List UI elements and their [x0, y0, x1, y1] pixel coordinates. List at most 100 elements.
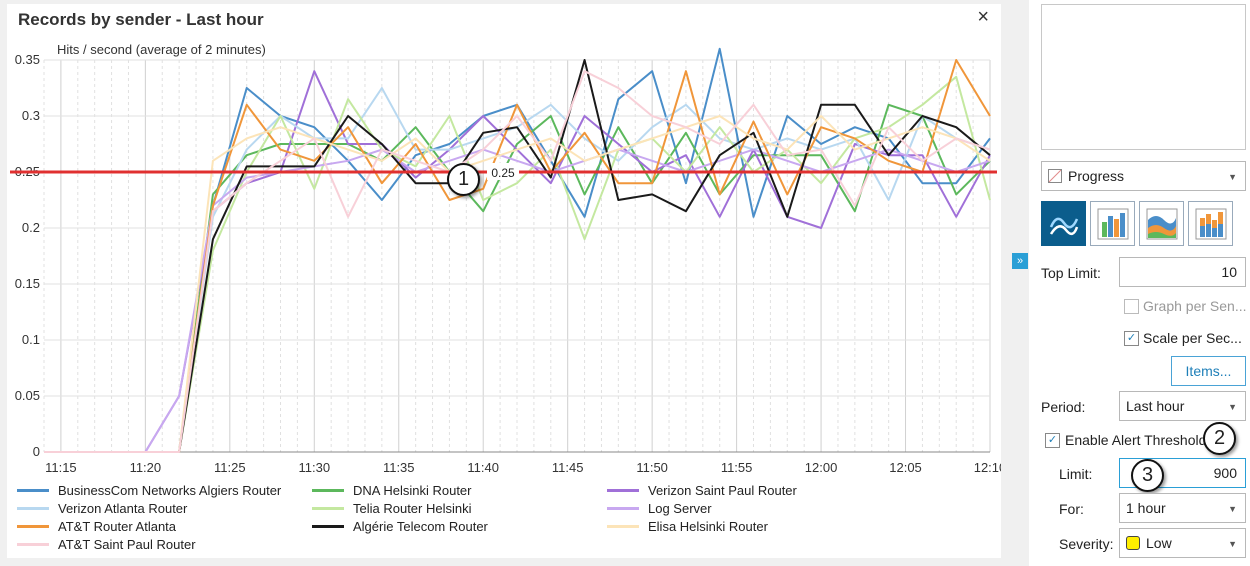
legend-item: AT&T Saint Paul Router — [17, 536, 312, 553]
legend-label: Algérie Telecom Router — [353, 519, 488, 534]
legend-item: Algérie Telecom Router — [312, 518, 607, 535]
legend-item: Telia Router Helsinki — [312, 500, 607, 517]
stacked-bar-chart-icon — [1195, 208, 1226, 239]
legend-label: AT&T Router Atlanta — [58, 519, 177, 534]
severity-select[interactable]: Low ▼ — [1119, 528, 1246, 558]
area-chart-icon — [1146, 208, 1177, 239]
y-tick-label: 0.3 — [22, 108, 40, 123]
limit-label: Limit: — [1059, 466, 1093, 482]
y-axis-title: Hits / second (average of 2 minutes) — [57, 42, 266, 57]
for-select[interactable]: 1 hour ▼ — [1119, 493, 1246, 523]
series-line — [44, 115, 991, 453]
legend-label: Telia Router Helsinki — [353, 501, 472, 516]
legend-swatch — [312, 507, 344, 510]
y-tick-label: 0 — [33, 444, 40, 459]
legend-item: Verizon Saint Paul Router — [607, 482, 807, 499]
legend-label: Verizon Saint Paul Router — [648, 483, 797, 498]
legend-swatch — [607, 489, 639, 492]
enable-alert-checkbox[interactable]: ✓ — [1045, 433, 1060, 448]
for-label: For: — [1059, 501, 1084, 517]
legend-swatch — [607, 507, 639, 510]
x-tick-label: 11:20 — [130, 460, 162, 474]
x-tick-label: 11:15 — [45, 460, 77, 474]
chevron-down-icon: ▼ — [1228, 172, 1237, 182]
severity-select-value: Low — [1146, 535, 1172, 551]
series-line — [44, 103, 991, 453]
line-chart-icon — [1047, 207, 1080, 240]
legend-item: Verizon Atlanta Router — [17, 500, 312, 517]
scale-per-second-checkbox[interactable]: ✓ — [1124, 331, 1139, 346]
x-tick-label: 11:50 — [636, 460, 668, 474]
period-select[interactable]: Last hour ▼ — [1119, 391, 1246, 421]
legend-item: BusinessCom Networks Algiers Router — [17, 482, 312, 499]
progress-icon — [1048, 169, 1062, 183]
view-select[interactable]: Progress ▼ — [1041, 161, 1246, 191]
bar-chart-icon — [1097, 208, 1128, 239]
callout-2: 2 — [1203, 422, 1236, 455]
x-tick-label: 12:00 — [805, 460, 838, 474]
threshold-label: 0.25 — [491, 166, 515, 180]
x-tick-label: 11:25 — [214, 460, 246, 474]
bar-chart-type-button[interactable] — [1090, 201, 1135, 246]
x-tick-label: 12:05 — [889, 460, 922, 474]
threshold-label-bg — [487, 163, 519, 180]
y-tick-label: 0.05 — [15, 388, 40, 403]
legend-item: Elisa Helsinki Router — [607, 518, 807, 535]
for-select-value: 1 hour — [1126, 500, 1166, 516]
legend-swatch — [607, 525, 639, 528]
area-chart-type-button[interactable] — [1139, 201, 1184, 246]
enable-alert-label: Enable Alert Threshold — [1065, 432, 1207, 448]
side-strip — [1001, 0, 1029, 566]
preview-box — [1041, 4, 1246, 150]
top-limit-label: Top Limit: — [1041, 265, 1101, 281]
panel-title: Records by sender - Last hour — [18, 10, 264, 29]
series-line — [44, 70, 991, 453]
chart-legend: BusinessCom Networks Algiers Router DNA H… — [17, 482, 797, 553]
legend-label: AT&T Saint Paul Router — [58, 537, 196, 552]
chevron-down-icon: ▼ — [1228, 402, 1237, 412]
expand-panel-button[interactable]: » — [1012, 253, 1028, 269]
x-tick-label: 12:10 — [974, 460, 1001, 474]
settings-panel: Progress ▼ — [1029, 0, 1250, 566]
y-tick-label: 0.15 — [15, 276, 40, 291]
legend-swatch — [312, 489, 344, 492]
items-button[interactable]: Items... — [1171, 356, 1246, 386]
y-tick-label: 0.2 — [22, 220, 40, 235]
y-tick-label: 0.35 — [15, 52, 40, 67]
graph-per-sender-label: Graph per Sen... — [1143, 298, 1247, 314]
legend-label: BusinessCom Networks Algiers Router — [58, 483, 282, 498]
callout-3: 3 — [1131, 459, 1164, 492]
legend-label: Elisa Helsinki Router — [648, 519, 768, 534]
stacked-bar-chart-type-button[interactable] — [1188, 201, 1233, 246]
legend-item: AT&T Router Atlanta — [17, 518, 312, 535]
chevron-down-icon: ▼ — [1228, 504, 1237, 514]
x-tick-label: 11:35 — [383, 460, 415, 474]
callout-1: 1 — [447, 163, 480, 196]
x-tick-label: 11:30 — [298, 460, 330, 474]
legend-label: DNA Helsinki Router — [353, 483, 472, 498]
line-chart: 0 0.05 0.1 0.15 0.2 0.25 0.3 0.35 11:15 11:20 11:2… — [10, 47, 1001, 474]
legend-swatch — [17, 507, 49, 510]
severity-color-swatch — [1126, 536, 1140, 550]
legend-swatch — [17, 543, 49, 546]
legend-label: Verizon Atlanta Router — [58, 501, 188, 516]
legend-item: Log Server — [607, 500, 807, 517]
legend-swatch — [17, 489, 49, 492]
series-line — [44, 59, 991, 453]
legend-swatch — [312, 525, 344, 528]
legend-label: Log Server — [648, 501, 712, 516]
top-limit-input[interactable]: 10 — [1119, 257, 1246, 287]
chevron-down-icon: ▼ — [1228, 539, 1237, 549]
x-tick-label: 11:45 — [552, 460, 584, 474]
legend-item: DNA Helsinki Router — [312, 482, 607, 499]
view-select-value: Progress — [1068, 168, 1125, 184]
close-icon[interactable]: × — [977, 6, 989, 28]
x-tick-label: 11:55 — [721, 460, 753, 474]
graph-per-sender-checkbox[interactable] — [1124, 299, 1139, 314]
period-select-value: Last hour — [1126, 398, 1185, 414]
x-tick-label: 11:40 — [467, 460, 499, 474]
legend-swatch — [17, 525, 49, 528]
line-chart-type-button[interactable] — [1041, 201, 1086, 246]
severity-label: Severity: — [1059, 536, 1114, 552]
chart-panel: Records by sender - Last hour × Hits / s… — [7, 4, 1001, 558]
